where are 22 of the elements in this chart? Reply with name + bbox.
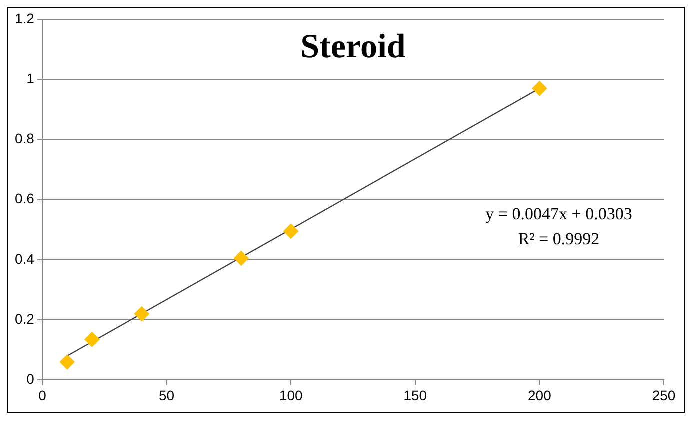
y-tick-label: 1	[26, 70, 35, 86]
annotation: y = 0.0047x + 0.0303	[486, 204, 632, 224]
y-tick-label: 1.2	[14, 10, 35, 26]
y-tick-label: 0.6	[14, 190, 35, 207]
chart-title: Steroid	[300, 28, 406, 66]
y-tick-label: 0	[26, 371, 35, 388]
x-tick-label: 150	[404, 387, 428, 404]
x-tick-label: 50	[158, 387, 175, 404]
x-tick-label: 250	[652, 387, 676, 404]
point	[84, 332, 100, 348]
y-tick-label: 0.2	[14, 310, 35, 327]
point	[284, 224, 299, 239]
y-tick-label: 0.4	[14, 250, 35, 267]
x-tick-label: 0	[38, 387, 47, 404]
point	[234, 250, 249, 266]
point	[60, 354, 75, 370]
annotation: R² = 0.9992	[518, 229, 600, 248]
x-tick-label: 100	[279, 387, 303, 404]
y-tick-label: 0.8	[14, 130, 35, 147]
x-tick-label: 200	[528, 387, 552, 404]
point	[134, 306, 150, 322]
point	[532, 81, 548, 96]
